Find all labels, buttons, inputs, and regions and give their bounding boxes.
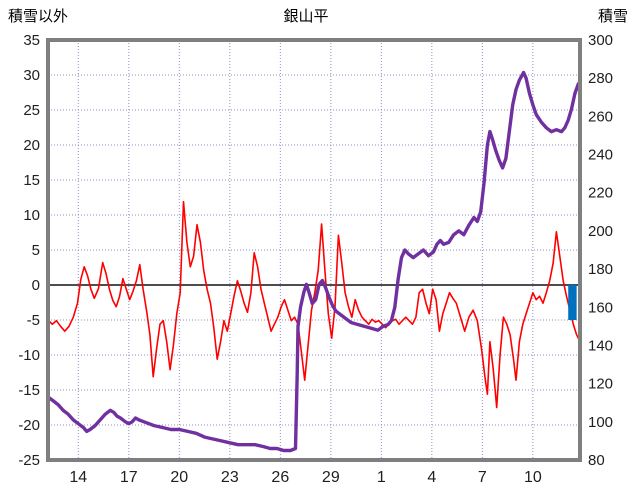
x-axis-tick-label: 7	[478, 469, 487, 486]
chart-title: 銀山平	[283, 8, 328, 25]
left-axis-tick-label: 15	[23, 172, 40, 189]
right-axis-title: 積雪	[598, 8, 628, 25]
right-axis-tick-label: 120	[588, 376, 613, 393]
x-axis-tick-label: 17	[120, 469, 138, 486]
right-axis-tick-label: 200	[588, 223, 613, 240]
right-axis-tick-label: 180	[588, 261, 613, 278]
x-axis-tick-label: 14	[69, 469, 87, 486]
blue-bar-series	[568, 285, 577, 320]
left-axis-title: 積雪以外	[8, 8, 68, 25]
left-axis-tick-label: -15	[18, 382, 40, 399]
left-axis-tick-label: 35	[23, 32, 40, 49]
right-axis-tick-label: 140	[588, 337, 613, 354]
left-axis-tick-label: 0	[32, 277, 40, 294]
plot-area: 35 30 25 20 15 10 5 0 -5 -10 -15 -20 -25 300 280 260 240…	[18, 32, 613, 486]
red-line-series	[47, 200, 580, 409]
right-axis-tick-label: 80	[588, 452, 605, 469]
plot-border	[46, 38, 582, 462]
left-axis-tick-label: 25	[23, 102, 40, 119]
right-axis-tick-label: 100	[588, 414, 613, 431]
x-axis-tick-label: 20	[170, 469, 188, 486]
purple-line-series	[46, 70, 580, 453]
x-axis-tick-label: 23	[221, 469, 239, 486]
left-axis-tick-label: -25	[18, 452, 40, 469]
right-axis-tick-label: 240	[588, 147, 613, 164]
right-axis-tick-label: 260	[588, 108, 613, 125]
left-axis-tick-label: 10	[23, 207, 40, 224]
plot-background	[48, 40, 580, 460]
left-axis-tick-label: 30	[23, 67, 40, 84]
x-axis-tick-label: 29	[322, 469, 340, 486]
x-axis-tick-label: 4	[427, 469, 436, 486]
right-axis-tick-label: 160	[588, 299, 613, 316]
x-axis-tick-label: 10	[524, 469, 542, 486]
left-axis-tick-label: -5	[27, 312, 40, 329]
left-axis-tick-label: 5	[32, 242, 40, 259]
right-axis-tick-label: 280	[588, 70, 613, 87]
x-axis-tick-label: 1	[377, 469, 386, 486]
right-axis-tick-label: 300	[588, 32, 613, 49]
left-axis-tick-label: -20	[18, 417, 40, 434]
left-axis-tick-label: 20	[23, 137, 40, 154]
left-axis-tick-label: -10	[18, 347, 40, 364]
x-axis-tick-label: 26	[271, 469, 289, 486]
right-axis-tick-label: 220	[588, 185, 613, 202]
